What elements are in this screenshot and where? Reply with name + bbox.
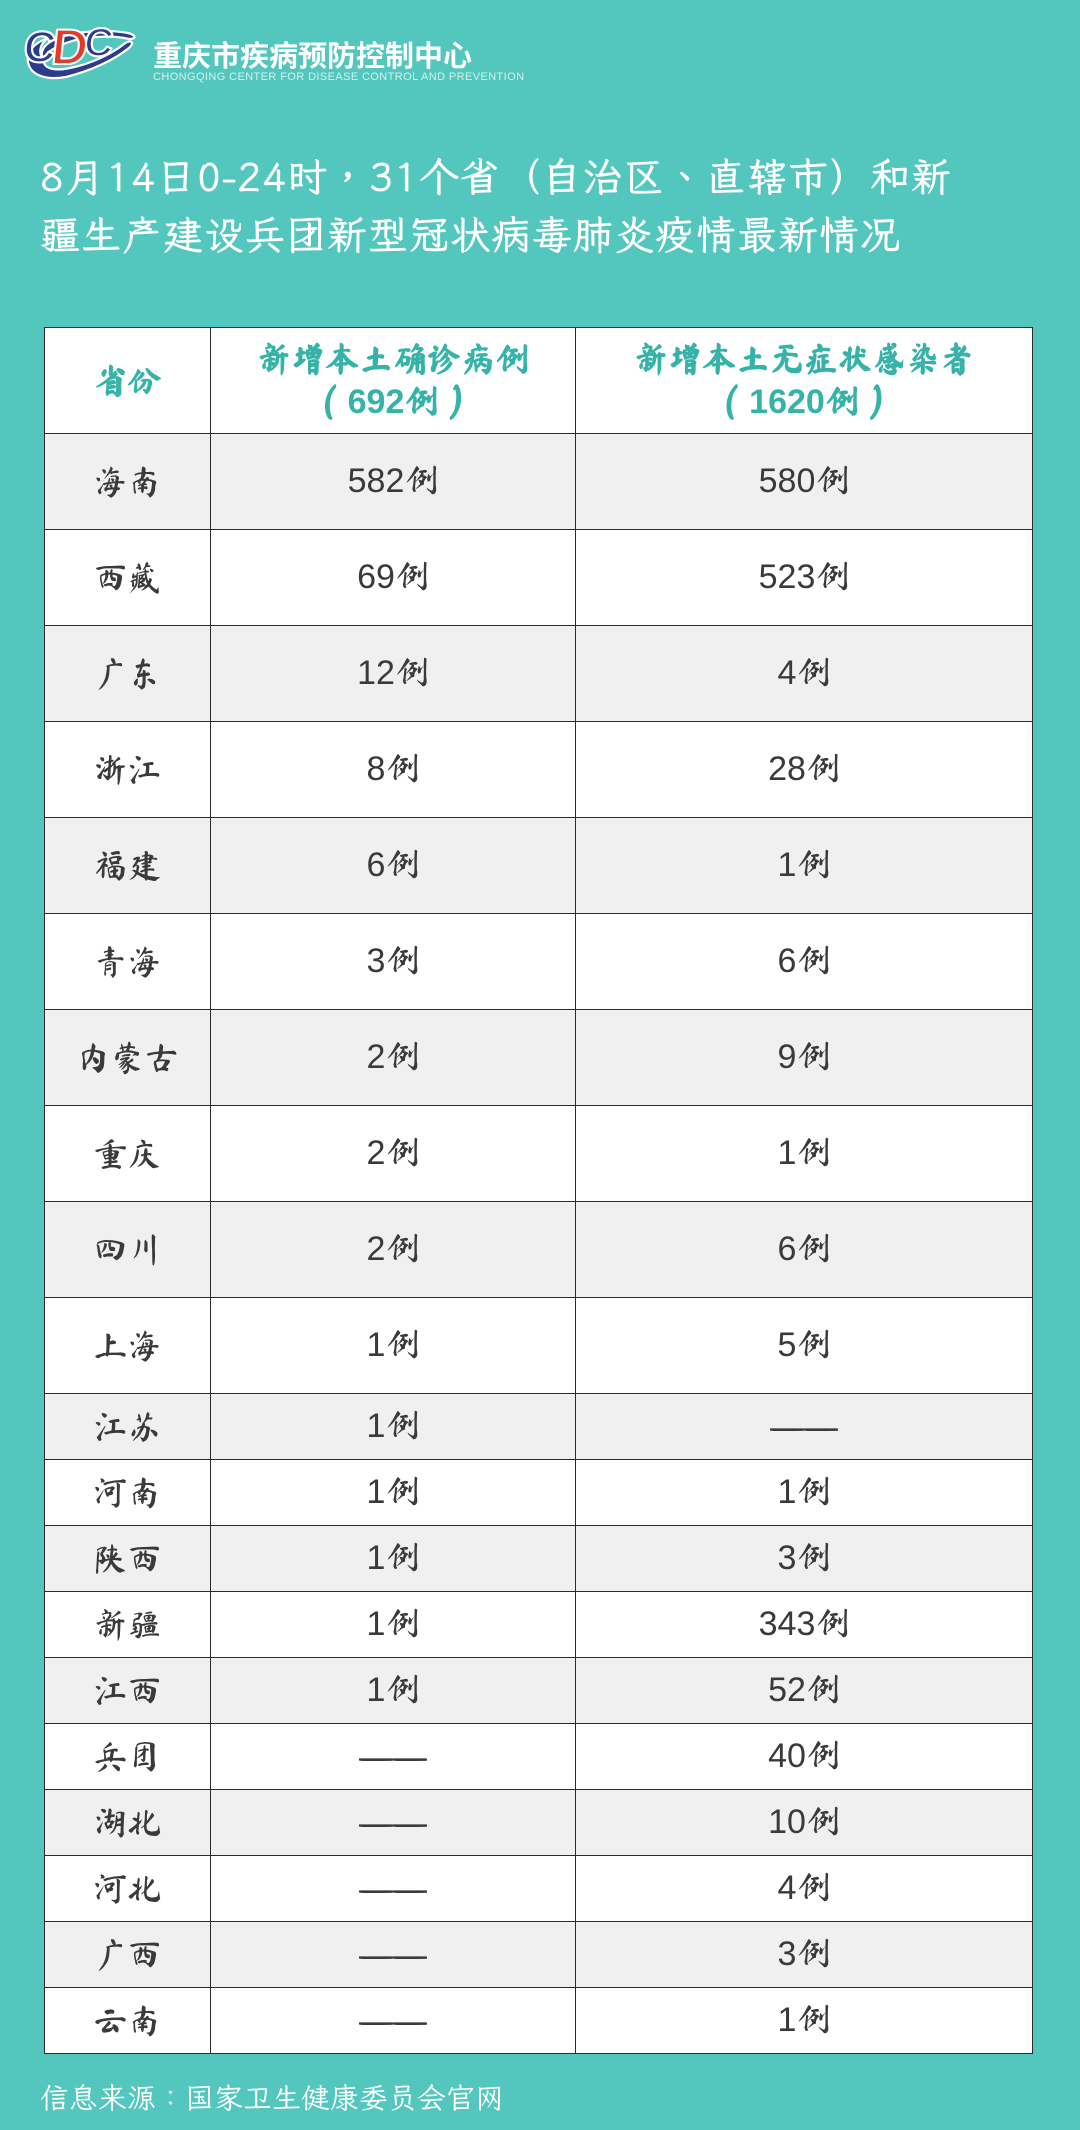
svg-text:C: C <box>82 21 116 65</box>
